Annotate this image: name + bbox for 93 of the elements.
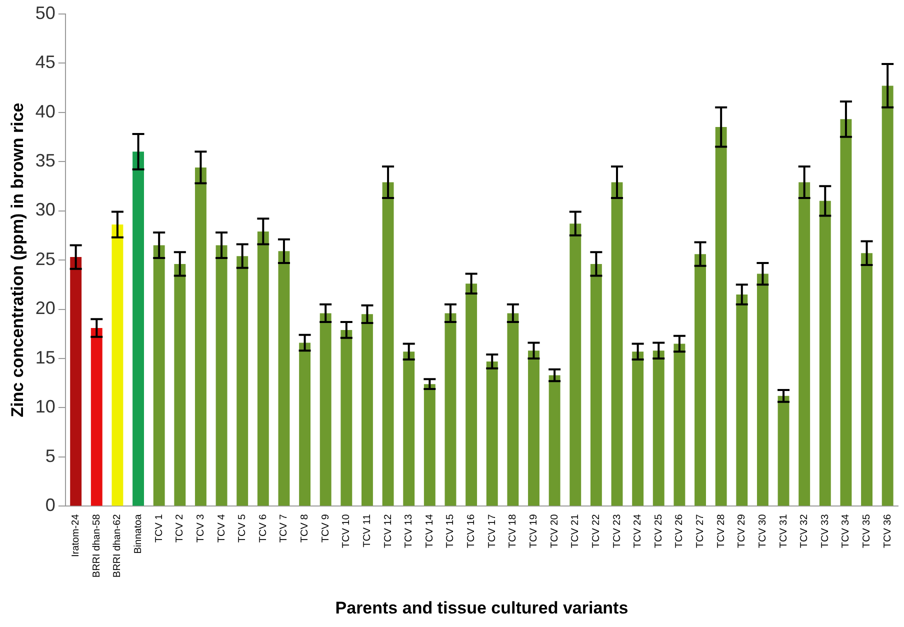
bar: [798, 182, 810, 506]
x-tick-label: TCV 30: [757, 514, 768, 548]
y-tick-label: 45: [35, 52, 56, 72]
x-tick-label: TCV 1: [154, 514, 165, 543]
y-tick-label: 30: [35, 200, 56, 220]
x-tick-label: TCV 3: [195, 514, 206, 543]
bar: [424, 384, 436, 506]
x-tick-label: TCV 13: [404, 514, 415, 548]
bar: [362, 314, 373, 506]
bar: [257, 231, 269, 506]
x-tick-label: TCV 20: [549, 514, 560, 548]
x-tick-label: TCV 9: [320, 514, 332, 543]
y-tick-label: 50: [35, 2, 56, 23]
bar: [278, 251, 290, 506]
bar: [528, 350, 540, 506]
y-tick-label: 20: [35, 298, 56, 318]
bar: [466, 284, 478, 506]
bar: [132, 152, 144, 506]
bar: [882, 86, 894, 506]
x-tick-label: TCV 12: [382, 514, 394, 548]
x-tick-label: TCV 21: [570, 514, 582, 548]
bar: [382, 182, 394, 506]
x-tick-label: TCV 31: [778, 514, 790, 548]
y-tick-label: 10: [35, 396, 56, 417]
x-tick-label: Binnatoa: [133, 514, 144, 554]
bar: [236, 256, 248, 506]
y-tick-label: 25: [35, 248, 56, 269]
bar: [486, 361, 498, 506]
bar: [340, 330, 352, 506]
bar: [819, 200, 831, 506]
x-tick-label: TCV 25: [653, 514, 664, 548]
y-tick-label: 40: [35, 101, 56, 122]
x-tick-label: BRRI dhan-58: [91, 514, 102, 578]
bar: [861, 253, 873, 506]
x-tick-label: TCV 4: [216, 514, 228, 543]
x-tick-label: TCV 28: [716, 514, 727, 548]
bar: [736, 294, 748, 506]
bar: [715, 127, 727, 506]
x-tick-label: TCV 19: [528, 514, 540, 548]
bar: [153, 245, 165, 506]
x-axis-title: Parents and tissue cultured variants: [335, 598, 628, 618]
x-tick-label: TCV 7: [278, 514, 290, 543]
bar: [112, 224, 124, 506]
x-tick-label: TCV 26: [674, 514, 686, 548]
x-tick-label: TCV 22: [590, 514, 602, 548]
x-tick-label: TCV 6: [258, 514, 269, 543]
x-tick-label: TCV 10: [341, 514, 352, 548]
x-tick-label: TCV 17: [486, 514, 498, 548]
bar: [590, 264, 602, 506]
x-tick-label: TCV 11: [362, 514, 373, 548]
bar: [174, 264, 186, 506]
x-tick-label: TCV 18: [508, 514, 519, 548]
bar: [90, 328, 102, 506]
bar: [403, 352, 415, 506]
x-tick-label: TCV 29: [736, 514, 748, 548]
x-tick-label: TCV 8: [300, 514, 311, 543]
bar: [652, 350, 664, 506]
bar: [778, 396, 790, 506]
x-tick-label: BRRI dhan-62: [112, 514, 124, 578]
y-tick-label: 15: [35, 347, 56, 368]
bar: [674, 344, 686, 506]
bar: [694, 254, 706, 506]
x-tick-label: TCV 2: [174, 514, 186, 543]
y-tick-label: 0: [45, 495, 56, 516]
bar: [611, 182, 623, 506]
x-tick-label: TCV 23: [612, 514, 623, 548]
x-tick-label: TCV 35: [862, 514, 873, 548]
y-axis-title: Zinc concentration (ppm) in brown rice: [8, 102, 27, 418]
x-tick-label: TCV 24: [632, 514, 644, 548]
bar: [299, 342, 311, 506]
bar: [548, 375, 560, 506]
bar: [507, 313, 519, 506]
bar: [570, 224, 582, 506]
x-tick-label: TCV 36: [882, 514, 894, 548]
bar: [840, 119, 852, 506]
bar: [70, 257, 82, 506]
x-tick-label: TCV 16: [466, 514, 478, 548]
x-tick-label: TCV 14: [424, 514, 436, 548]
bar: [444, 313, 456, 506]
bar: [216, 245, 228, 506]
bar: [756, 274, 768, 506]
x-tick-label: Iratom-24: [70, 514, 82, 558]
x-tick-label: TCV 15: [445, 514, 456, 548]
y-tick-label: 5: [45, 446, 56, 466]
x-tick-label: TCV 5: [237, 514, 248, 543]
x-tick-label: TCV 27: [695, 514, 706, 548]
y-tick-label: 35: [35, 150, 56, 170]
x-tick-label: TCV 34: [840, 514, 852, 548]
bar: [194, 167, 206, 506]
bar: [632, 352, 644, 506]
bar: [320, 313, 332, 506]
x-tick-label: TCV 32: [799, 514, 810, 548]
x-tick-label: TCV 33: [820, 514, 831, 548]
